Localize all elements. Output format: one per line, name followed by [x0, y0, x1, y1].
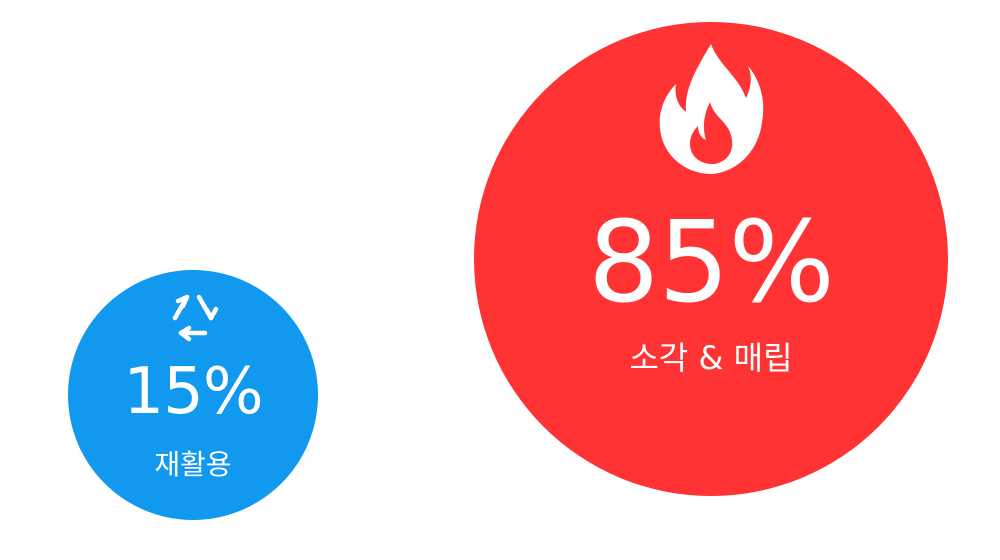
bubble-incinerate: 85% 소각 & 매립 [474, 22, 948, 496]
recycle-icon [68, 284, 318, 346]
bubble-value-recycle: 15% [123, 355, 263, 429]
bubble-recycle: 15% 재활용 [68, 270, 318, 520]
bubble-label-incinerate: 소각 & 매립 [629, 339, 793, 377]
bubble-label-recycle: 재활용 [154, 448, 232, 481]
bubble-value-incinerate: 85% [588, 198, 835, 328]
fire-icon [474, 40, 948, 180]
